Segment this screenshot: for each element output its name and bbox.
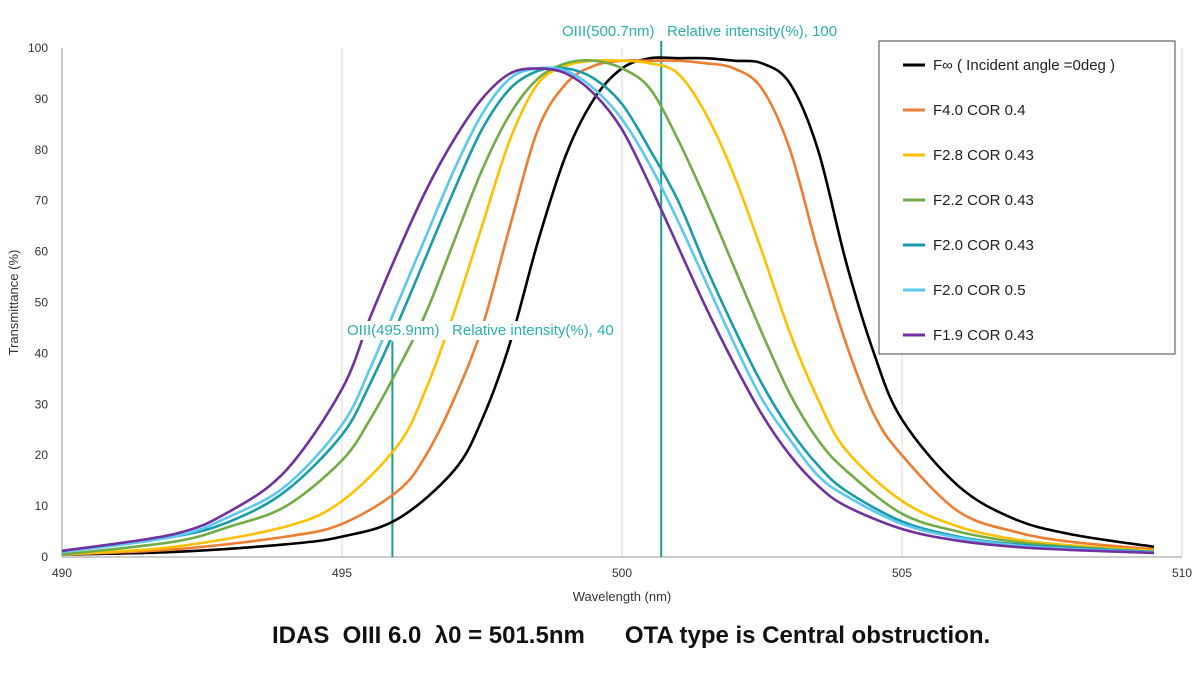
legend-box (878, 40, 1176, 355)
y-tick-label: 100 (28, 41, 48, 55)
series-line-1 (61, 56, 1155, 556)
y-tick-label: 80 (35, 143, 49, 157)
y-tick-label: 40 (35, 346, 49, 360)
legend: F∞ ( Incident angle =0deg ) F4.0 COR 0.4 F… (878, 40, 1176, 355)
series-line-4 (61, 59, 1155, 556)
marker-label: OIII(495.9nm) Relative intensity(%), 40 (347, 322, 614, 339)
y-tick-label: 0 (41, 550, 48, 564)
legend-entry: F4.0 COR 0.4 (933, 102, 1026, 119)
transmittance-chart: 490 495 500 505 510 0 10 20 30 40 50 60 70 80 90 100 Wa… (6, 22, 1192, 604)
series-lines (61, 56, 1155, 556)
series-line-3 (61, 58, 1155, 556)
marker-label-bg (344, 321, 617, 340)
x-axis-title: Wavelength (nm) (573, 589, 672, 604)
legend-entry: F2.2 COR 0.43 (933, 192, 1034, 209)
y-tick-label: 20 (35, 448, 49, 462)
legend-entry: F2.0 COR 0.43 (933, 237, 1034, 254)
marker-label-bg (559, 22, 841, 41)
y-tick-label: 90 (35, 92, 49, 106)
y-tick-label: 70 (35, 194, 49, 208)
y-axis-title: Transmittance (%) (6, 250, 21, 356)
series-line-2 (61, 59, 1155, 556)
legend-entry: F2.0 COR 0.5 (933, 282, 1026, 299)
axes (61, 48, 1182, 558)
x-tick-label: 510 (1172, 566, 1192, 580)
legend-entry: F∞ ( Incident angle =0deg ) (933, 57, 1115, 74)
footer-title: IDAS OIII 6.0 λ0 = 501.5nm OTA type is C… (272, 622, 991, 649)
y-tick-label: 60 (35, 245, 49, 259)
marker-label: OIII(500.7nm) Relative intensity(%), 100 (562, 23, 837, 40)
x-tick-label: 495 (332, 566, 352, 580)
series-line-6 (61, 66, 1155, 554)
tick-labels: 490 495 500 505 510 0 10 20 30 40 50 60 70 80 90 100 (28, 41, 1192, 580)
y-tick-label: 50 (35, 296, 49, 310)
legend-entry: F2.8 COR 0.43 (933, 147, 1034, 164)
series-line-5 (61, 66, 1155, 554)
y-tick-label: 10 (35, 499, 49, 513)
y-tick-label: 30 (35, 397, 49, 411)
x-tick-label: 505 (892, 566, 912, 580)
x-tick-label: 490 (52, 566, 72, 580)
legend-entry: F1.9 COR 0.43 (933, 327, 1034, 344)
x-tick-label: 500 (612, 566, 632, 580)
series-line-7 (61, 67, 1155, 555)
